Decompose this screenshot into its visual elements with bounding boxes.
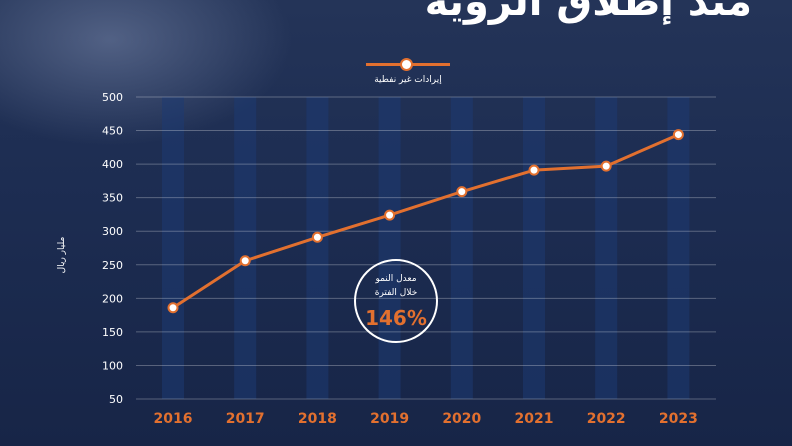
data-point	[384, 209, 396, 221]
y-tick-label: 50	[109, 393, 123, 406]
column-band	[667, 97, 690, 399]
y-tick-label: 200	[102, 292, 123, 305]
callout-line2: خلال الفترة	[374, 288, 418, 298]
page-title: منذ إطلاق الرؤية	[424, 0, 752, 25]
y-tick-label: 150	[102, 326, 123, 339]
y-tick-label: 300	[102, 225, 123, 238]
x-tick-label: 2017	[226, 411, 265, 427]
growth-callout: معدل النمو خلال الفترة 146%	[354, 259, 438, 343]
x-tick-label: 2020	[442, 411, 481, 427]
y-tick-label: 250	[102, 259, 123, 272]
legend-marker	[400, 58, 413, 71]
column-band	[234, 97, 257, 399]
data-point	[456, 186, 468, 198]
data-point	[239, 255, 251, 267]
column-band	[162, 97, 184, 399]
data-point	[167, 302, 179, 314]
legend: إيرادات غير نفطية	[360, 56, 456, 90]
column-band	[306, 97, 329, 399]
y-tick-label: 350	[102, 192, 123, 205]
callout-value: 146%	[365, 306, 427, 330]
y-tick-label: 500	[102, 91, 123, 104]
y-tick-label: 400	[102, 158, 123, 171]
data-point	[528, 164, 540, 176]
series-line	[172, 133, 680, 309]
column-band	[450, 97, 473, 399]
y-tick-label: 450	[102, 125, 123, 138]
column-band	[378, 97, 401, 399]
x-tick-label: 2023	[659, 411, 698, 427]
legend-label: إيرادات غير نفطية	[374, 75, 442, 85]
column-band	[523, 97, 545, 399]
callout-line1: معدل النمو	[375, 274, 417, 284]
x-tick-label: 2016	[154, 411, 193, 427]
y-tick-label: 100	[102, 359, 123, 372]
data-point	[600, 160, 612, 172]
data-point	[672, 129, 684, 141]
x-tick-label: 2019	[370, 411, 409, 427]
data-point	[311, 231, 323, 243]
x-tick-label: 2021	[515, 411, 554, 427]
x-tick-label: 2018	[298, 411, 337, 427]
column-band	[595, 97, 618, 399]
x-tick-label: 2022	[587, 411, 626, 427]
